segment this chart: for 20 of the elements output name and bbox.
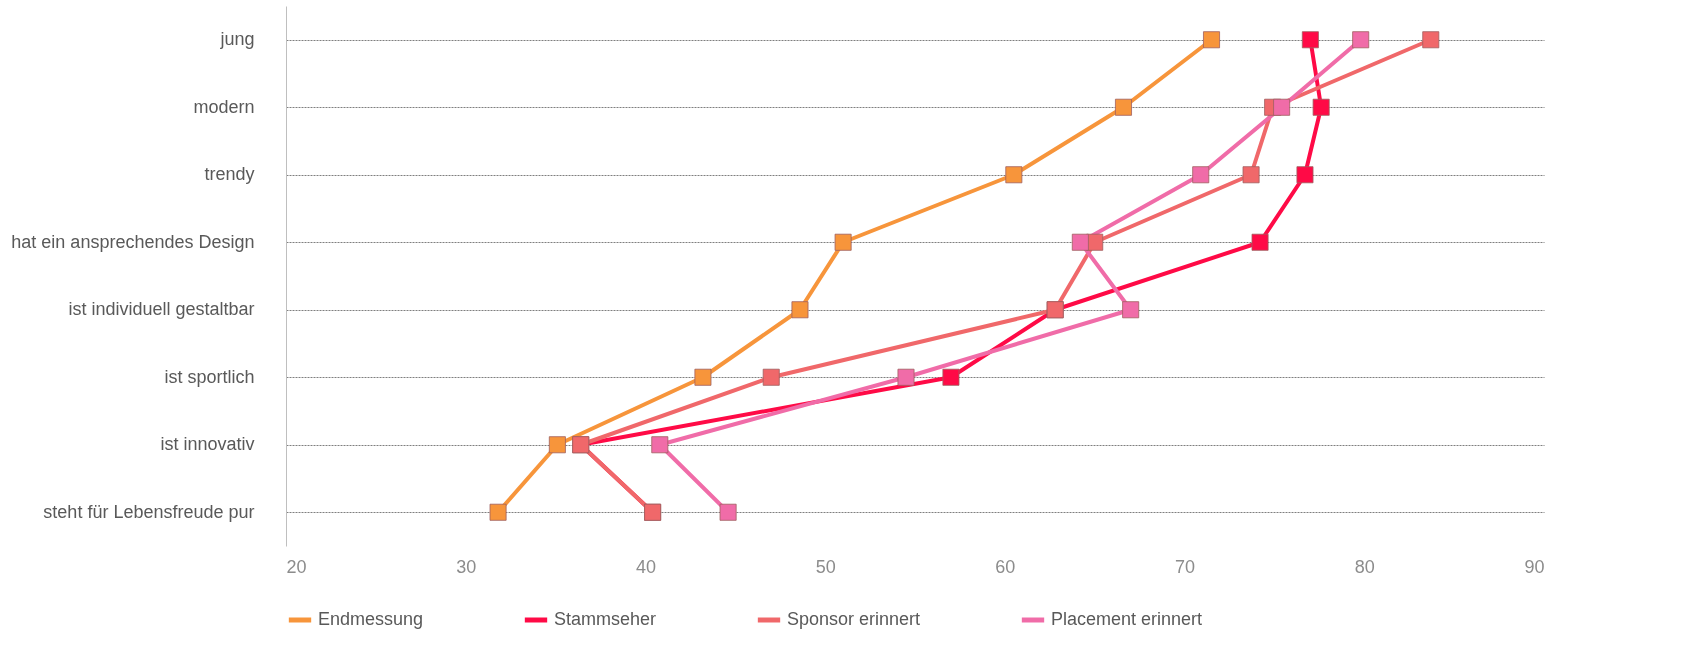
legend-label: Placement erinnert (1051, 609, 1203, 629)
x-tick-label: 90 (1524, 556, 1545, 577)
y-tick-label: ist innovativ (160, 434, 255, 455)
y-tick-label: ist sportlich (164, 366, 255, 387)
x-tick-label: 70 (1175, 556, 1196, 577)
legend-label: Endmessung (318, 609, 424, 629)
y-tick-label: trendy (204, 164, 255, 185)
y-tick-label: jung (219, 29, 255, 50)
x-tick-label: 50 (815, 556, 836, 577)
y-tick-label: hat ein ansprechendes Design (11, 231, 255, 252)
y-tick-label: steht für Lebensfreude pur (43, 501, 255, 522)
y-tick-label: ist individuell gestaltbar (68, 299, 255, 320)
x-tick-label: 80 (1354, 556, 1375, 577)
x-tick-label: 60 (995, 556, 1016, 577)
y-tick-label: modern (193, 96, 255, 117)
legend-label: Stammseher (554, 609, 657, 629)
legend-label: Sponsor erinnert (787, 609, 921, 629)
x-tick-label: 30 (456, 556, 477, 577)
x-tick-label: 20 (286, 556, 307, 577)
x-tick-label: 40 (635, 556, 656, 577)
